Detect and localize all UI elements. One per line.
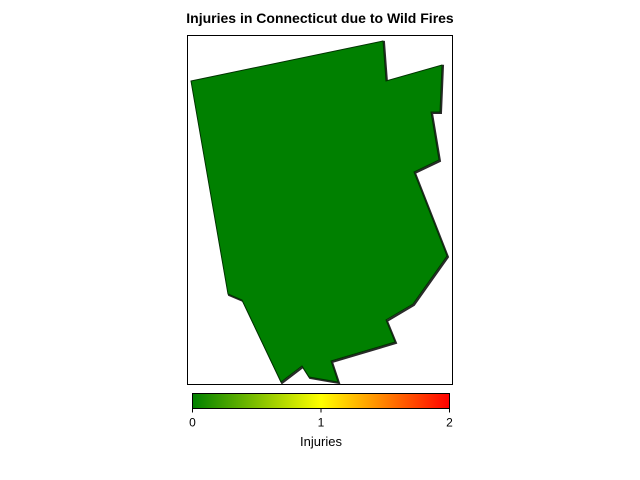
map-frame [187,35,453,385]
colorbar-ticks: 0 1 2 [189,408,453,430]
region-connecticut[interactable] [190,40,448,383]
colorbar-title: Injuries [300,434,342,449]
colorbar-tick-label: 2 [446,416,453,430]
colorbar-tick-label: 0 [189,416,196,430]
colorbar-tick-label: 1 [318,416,325,430]
colorbar [192,393,450,409]
map-title: Injuries in Connecticut due to Wild Fire… [186,10,454,26]
region-outline-shadow [190,40,450,385]
